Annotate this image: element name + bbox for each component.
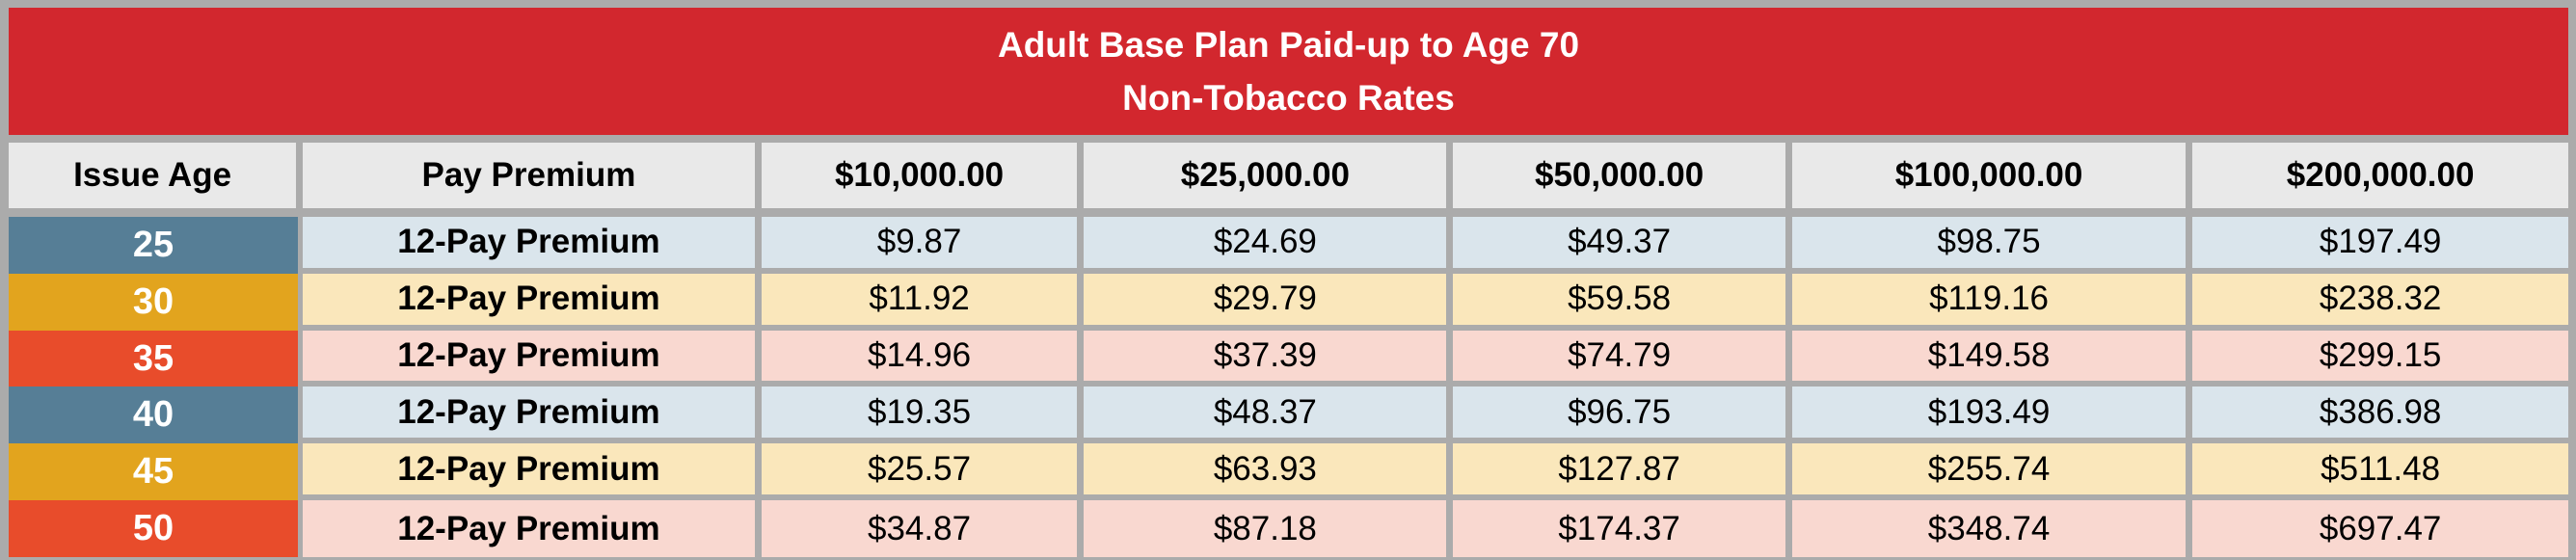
table-title-banner: Adult Base Plan Paid-up to Age 70 Non-To…: [9, 8, 2568, 135]
rate-cell-10000: $14.96: [761, 330, 1078, 382]
issue-age-cell: 30: [9, 273, 298, 331]
table-body: 25 12-Pay Premium $9.87 $24.69 $49.37 $9…: [9, 217, 2568, 557]
pay-premium-cell: 12-Pay Premium: [303, 387, 755, 439]
rate-cell-100000: $119.16: [1791, 273, 2187, 325]
issue-age-cell: 45: [9, 443, 298, 501]
rate-cell-10000: $34.87: [761, 500, 1078, 557]
column-header-50000: $50,000.00: [1453, 143, 1785, 208]
column-header-200000: $200,000.00: [2192, 143, 2568, 208]
rate-cell-50000: $59.58: [1453, 273, 1785, 325]
rate-cell-10000: $11.92: [761, 273, 1078, 325]
rate-cell-50000: $174.37: [1453, 500, 1785, 557]
pay-premium-cell: 12-Pay Premium: [303, 330, 755, 382]
table-row-age-40: 40 12-Pay Premium $19.35 $48.37 $96.75 $…: [9, 387, 2568, 444]
rate-cell-10000: $9.87: [761, 217, 1078, 268]
rate-cell-200000: $386.98: [2192, 387, 2568, 439]
title-line-1: Adult Base Plan Paid-up to Age 70: [997, 25, 1580, 65]
rate-cell-10000: $19.35: [761, 387, 1078, 439]
rate-cell-25000: $24.69: [1084, 217, 1447, 268]
rate-cell-50000: $49.37: [1453, 217, 1785, 268]
issue-age-cell: 40: [9, 387, 298, 444]
rate-cell-50000: $74.79: [1453, 330, 1785, 382]
table-row-age-25: 25 12-Pay Premium $9.87 $24.69 $49.37 $9…: [9, 217, 2568, 274]
rate-cell-200000: $511.48: [2192, 443, 2568, 495]
column-header-pay-premium: Pay Premium: [303, 143, 755, 208]
rate-cell-25000: $29.79: [1084, 273, 1447, 325]
table-row-age-45: 45 12-Pay Premium $25.57 $63.93 $127.87 …: [9, 443, 2568, 501]
rate-cell-100000: $149.58: [1791, 330, 2187, 382]
table-row-age-35: 35 12-Pay Premium $14.96 $37.39 $74.79 $…: [9, 330, 2568, 387]
issue-age-cell: 35: [9, 330, 298, 387]
pay-premium-cell: 12-Pay Premium: [303, 273, 755, 325]
column-header-issue-age: Issue Age: [9, 143, 297, 208]
rate-cell-200000: $697.47: [2192, 500, 2568, 557]
pay-premium-cell: 12-Pay Premium: [303, 217, 755, 268]
rate-cell-100000: $255.74: [1791, 443, 2187, 495]
rate-cell-100000: $348.74: [1791, 500, 2187, 557]
issue-age-cell: 50: [9, 500, 298, 557]
rate-cell-10000: $25.57: [761, 443, 1078, 495]
rate-cell-50000: $127.87: [1453, 443, 1785, 495]
rate-cell-200000: $299.15: [2192, 330, 2568, 382]
table-row-age-50: 50 12-Pay Premium $34.87 $87.18 $174.37 …: [9, 500, 2568, 557]
rate-cell-200000: $197.49: [2192, 217, 2568, 268]
rate-cell-50000: $96.75: [1453, 387, 1785, 439]
table-header-row: Issue Age Pay Premium $10,000.00 $25,000…: [9, 143, 2568, 208]
issue-age-cell: 25: [9, 217, 298, 274]
rate-cell-25000: $48.37: [1084, 387, 1447, 439]
pay-premium-cell: 12-Pay Premium: [303, 500, 755, 557]
rate-cell-200000: $238.32: [2192, 273, 2568, 325]
rate-cell-25000: $37.39: [1084, 330, 1447, 382]
rate-cell-25000: $87.18: [1084, 500, 1447, 557]
rate-cell-100000: $193.49: [1791, 387, 2187, 439]
column-header-10000: $10,000.00: [761, 143, 1078, 208]
pay-premium-cell: 12-Pay Premium: [303, 443, 755, 495]
column-header-25000: $25,000.00: [1084, 143, 1447, 208]
column-header-100000: $100,000.00: [1791, 143, 2187, 208]
rate-cell-25000: $63.93: [1084, 443, 1447, 495]
rate-cell-100000: $98.75: [1791, 217, 2187, 268]
table-row-age-30: 30 12-Pay Premium $11.92 $29.79 $59.58 $…: [9, 273, 2568, 331]
title-line-2: Non-Tobacco Rates: [1122, 78, 1455, 118]
